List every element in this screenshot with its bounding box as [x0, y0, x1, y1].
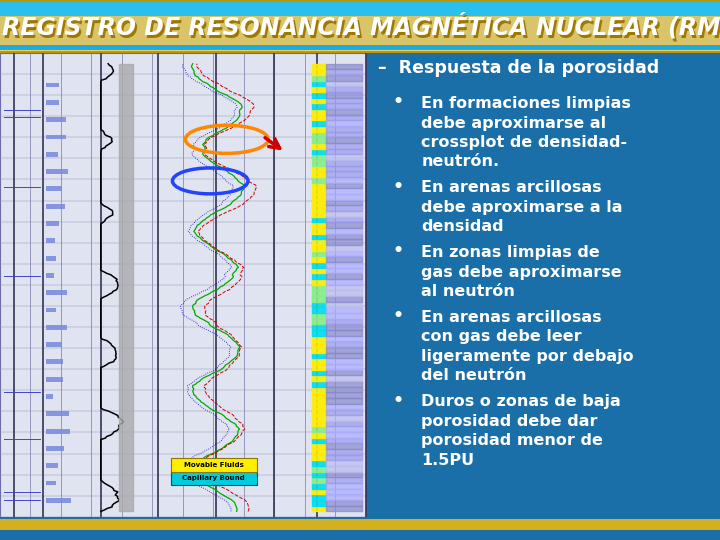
FancyBboxPatch shape — [46, 117, 66, 122]
FancyBboxPatch shape — [0, 15, 720, 37]
FancyBboxPatch shape — [46, 169, 68, 174]
Text: debe aproximarse a la: debe aproximarse a la — [421, 200, 623, 215]
FancyBboxPatch shape — [46, 255, 55, 260]
Text: del neutrón: del neutrón — [421, 368, 527, 383]
FancyBboxPatch shape — [46, 152, 58, 157]
Text: crossplot de densidad-: crossplot de densidad- — [421, 135, 627, 150]
Text: Duros o zonas de baja: Duros o zonas de baja — [421, 394, 621, 409]
Text: ligeramente por debajo: ligeramente por debajo — [421, 349, 634, 364]
FancyBboxPatch shape — [46, 360, 63, 365]
FancyBboxPatch shape — [46, 463, 58, 468]
FancyBboxPatch shape — [46, 134, 66, 139]
Text: REGISTRO DE RESONANCIA MAGNÉTICA NUCLEAR (RMN: REGISTRO DE RESONANCIA MAGNÉTICA NUCLEAR… — [2, 13, 720, 39]
FancyBboxPatch shape — [171, 458, 257, 472]
FancyBboxPatch shape — [0, 16, 720, 45]
Text: debe aproximarse al: debe aproximarse al — [421, 116, 606, 131]
FancyBboxPatch shape — [0, 519, 720, 530]
FancyBboxPatch shape — [46, 290, 67, 295]
Text: neutrón.: neutrón. — [421, 154, 500, 170]
FancyBboxPatch shape — [171, 471, 257, 485]
Text: •: • — [392, 93, 403, 111]
FancyBboxPatch shape — [46, 342, 62, 347]
FancyBboxPatch shape — [0, 53, 366, 517]
FancyBboxPatch shape — [0, 33, 720, 52]
FancyBboxPatch shape — [0, 517, 720, 519]
FancyBboxPatch shape — [0, 530, 720, 540]
Text: En arenas arcillosas: En arenas arcillosas — [421, 180, 602, 195]
Text: densidad: densidad — [421, 219, 504, 234]
FancyBboxPatch shape — [46, 221, 59, 226]
Text: En arenas arcillosas: En arenas arcillosas — [421, 310, 602, 325]
Text: 1.5PU: 1.5PU — [421, 453, 474, 468]
FancyBboxPatch shape — [46, 394, 53, 399]
Text: •: • — [392, 178, 403, 195]
Text: En formaciones limpias: En formaciones limpias — [421, 96, 631, 111]
FancyBboxPatch shape — [0, 43, 720, 52]
FancyBboxPatch shape — [0, 0, 720, 16]
FancyBboxPatch shape — [46, 273, 54, 278]
FancyBboxPatch shape — [46, 238, 55, 243]
Text: •: • — [392, 307, 403, 325]
FancyBboxPatch shape — [46, 204, 66, 208]
Text: porosidad debe dar: porosidad debe dar — [421, 414, 598, 429]
FancyBboxPatch shape — [46, 325, 67, 330]
Text: gas debe aproximarse: gas debe aproximarse — [421, 265, 622, 280]
FancyBboxPatch shape — [0, 45, 720, 52]
Text: •: • — [392, 392, 403, 409]
FancyBboxPatch shape — [46, 429, 71, 434]
Text: porosidad menor de: porosidad menor de — [421, 433, 603, 448]
Text: con gas debe leer: con gas debe leer — [421, 329, 582, 345]
FancyBboxPatch shape — [46, 411, 68, 416]
Text: Capillary Bound: Capillary Bound — [182, 475, 246, 482]
FancyBboxPatch shape — [46, 83, 59, 87]
FancyBboxPatch shape — [46, 377, 63, 382]
FancyBboxPatch shape — [46, 498, 71, 503]
FancyBboxPatch shape — [46, 100, 59, 105]
Text: Movable Fluids: Movable Fluids — [184, 462, 244, 468]
FancyBboxPatch shape — [46, 186, 62, 191]
Text: al neutrón: al neutrón — [421, 284, 515, 299]
FancyBboxPatch shape — [46, 446, 64, 451]
Text: REGISTRO DE RESONANCIA MAGNÉTICA NUCLEAR (RMN: REGISTRO DE RESONANCIA MAGNÉTICA NUCLEAR… — [4, 16, 720, 42]
Text: –  Respuesta de la porosidad: – Respuesta de la porosidad — [378, 59, 660, 77]
Text: En zonas limpias de: En zonas limpias de — [421, 245, 600, 260]
Text: •: • — [392, 242, 403, 260]
FancyBboxPatch shape — [46, 308, 56, 313]
FancyBboxPatch shape — [46, 481, 55, 485]
